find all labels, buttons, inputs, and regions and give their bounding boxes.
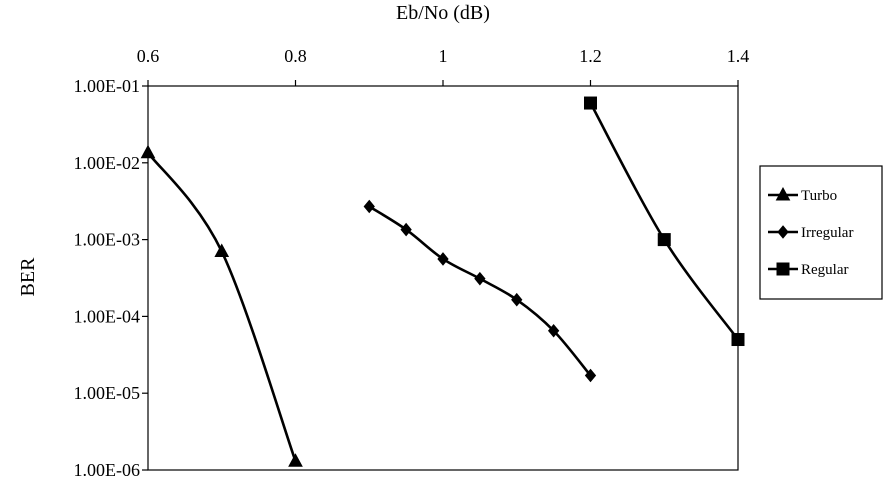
legend-marker-turbo: [775, 186, 791, 201]
data-point-turbo: [140, 144, 156, 159]
y-axis-title: BER: [17, 257, 39, 297]
x-tick-label: 0.6: [137, 46, 160, 66]
legend: Turbo Irregular Regular: [759, 165, 883, 300]
plot-area-border: [147, 85, 739, 471]
data-point-turbo: [288, 453, 303, 467]
y-tick-label: 1.00E-05: [74, 383, 141, 403]
y-tick-label: 1.00E-03: [74, 230, 141, 250]
x-tick-label: 1.2: [579, 46, 602, 66]
plot-frame: [147, 85, 739, 471]
legend-label-irregular: Irregular: [801, 225, 853, 241]
x-axis: 0.6 0.8 1 1.2 1.4: [137, 46, 750, 86]
data-point-irregular: [474, 271, 486, 286]
series-turbo: [140, 144, 303, 467]
data-point-irregular: [363, 199, 375, 214]
y-tick-label: 1.00E-06: [74, 460, 141, 480]
legend-item-turbo: Turbo: [768, 186, 837, 204]
y-tick-label: 1.00E-04: [74, 306, 141, 326]
y-tick-label: 1.00E-02: [74, 153, 141, 173]
data-point-irregular: [584, 368, 597, 383]
legend-item-regular: Regular: [768, 262, 848, 278]
series-group: [140, 96, 745, 467]
data-point-regular: [584, 96, 597, 110]
legend-label-turbo: Turbo: [801, 188, 837, 204]
legend-marker-irregular: [777, 225, 789, 239]
data-point-irregular: [437, 252, 449, 266]
series-irregular: [363, 199, 597, 383]
data-point-irregular: [400, 222, 412, 237]
data-point-regular: [657, 233, 671, 247]
y-tick-label: 1.00E-01: [74, 76, 141, 96]
legend-label-regular: Regular: [801, 262, 848, 278]
x-tick-label: 0.8: [284, 46, 307, 66]
x-axis-title: Eb/No (dB): [396, 2, 490, 24]
legend-marker-regular: [776, 262, 790, 276]
x-tick-label: 1: [439, 46, 448, 66]
data-point-irregular: [547, 323, 560, 338]
data-point-regular: [731, 333, 745, 347]
x-tick-label: 1.4: [727, 46, 750, 66]
data-point-turbo: [214, 243, 230, 257]
legend-item-irregular: Irregular: [768, 225, 853, 241]
y-axis: 1.00E-01 1.00E-02 1.00E-03 1.00E-04 1.00E-05…: [74, 76, 148, 480]
series-regular: [584, 96, 745, 347]
data-point-irregular: [511, 292, 523, 307]
series-line-turbo: [146, 151, 297, 463]
series-line-regular: [589, 101, 740, 341]
